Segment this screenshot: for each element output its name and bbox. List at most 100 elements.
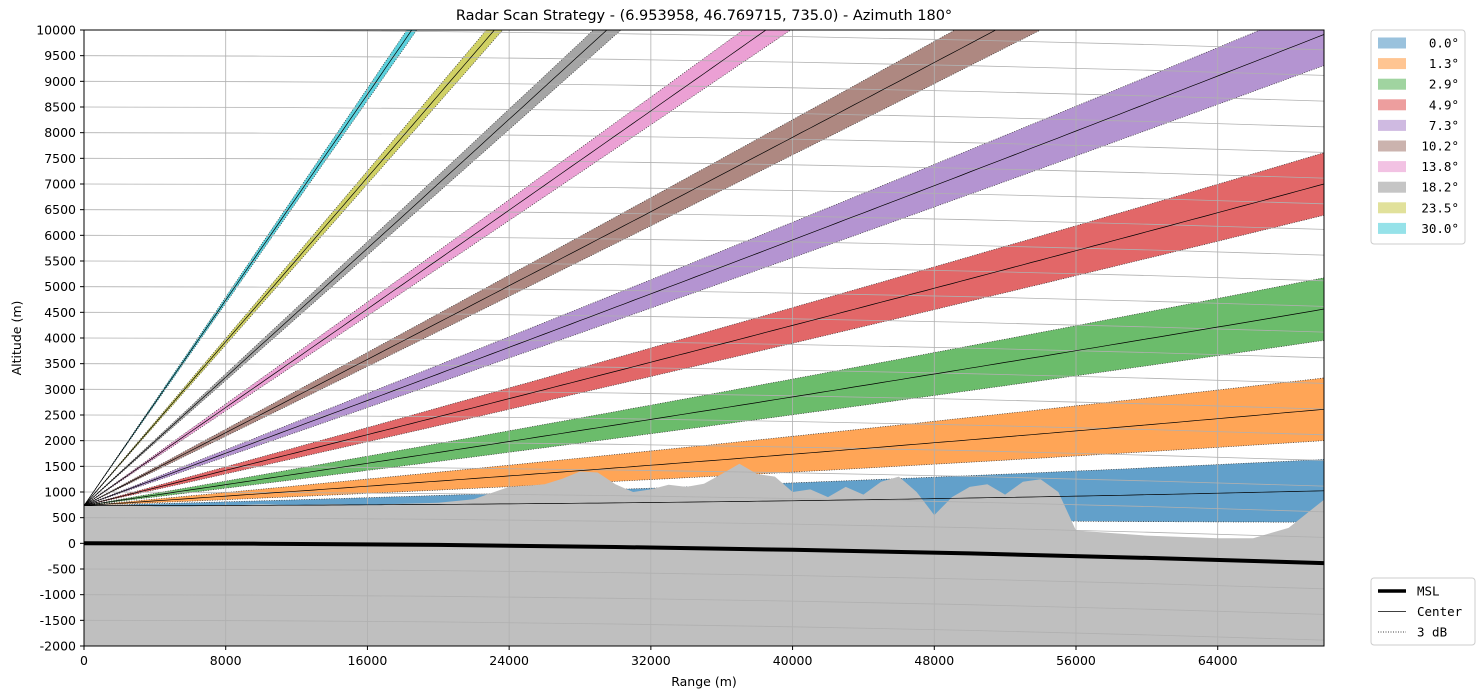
msl-line	[84, 541, 1324, 566]
legend-label-3: 4.9°	[1429, 97, 1459, 112]
grid-line-y-16	[84, 234, 1324, 256]
grid-line-y-0	[84, 645, 262, 646]
y-tick-label-23: 9500	[44, 48, 76, 63]
grid-line-y-7	[84, 465, 1324, 487]
style-legend-frame	[1370, 577, 1476, 646]
beam-center-2	[84, 308, 1324, 506]
style-legend-label-1: Center	[1417, 604, 1463, 619]
grid-line-y-2	[84, 594, 1324, 615]
legend-swatch-0	[1378, 37, 1406, 49]
legend-label-7: 18.2°	[1421, 180, 1459, 195]
beam-band-5	[84, 30, 1041, 506]
beam-edge-lower-7	[84, 30, 622, 506]
grid-line-y-23	[84, 55, 1324, 76]
beam-center-5	[84, 30, 997, 506]
grid-line-y-18	[84, 183, 1324, 205]
y-tick-label-21: 8500	[44, 100, 76, 115]
legend-swatch-3	[1378, 99, 1406, 111]
legend-swatch-5	[1378, 140, 1406, 152]
grid-line-y-1	[84, 619, 1324, 641]
y-tick-label-10: 3000	[44, 382, 76, 397]
grid-line-y-6	[84, 491, 1324, 513]
grid-line-y-22	[84, 80, 1324, 102]
legend-swatch-9	[1378, 222, 1406, 234]
beam-center-6	[84, 30, 767, 506]
beam-band-7	[84, 30, 621, 506]
terrain-area	[84, 463, 1324, 646]
elevation-legend: 0.0° 1.3° 2.9° 4.9° 7.3° 10.2° 13.8° 18.2° 23.5°…	[1370, 29, 1466, 245]
beam-edge-upper-9	[84, 30, 408, 506]
grid-line-y-20	[84, 132, 1324, 153]
grid-line-y-15	[84, 260, 1324, 282]
legend-swatch-8	[1378, 202, 1406, 214]
beam-center-3	[84, 183, 1324, 506]
x-tick-label-2: 16000	[348, 653, 388, 668]
y-tick-label-17: 6500	[44, 202, 76, 217]
legend-label-6: 13.8°	[1421, 159, 1459, 174]
y-axis-title: Altitude (m)	[9, 301, 24, 376]
y-tick-label-22: 9000	[44, 74, 76, 89]
y-axis: -2000 -1500 -1000 -500 0 500 1000 1500 2000 2500 3…	[36, 23, 84, 654]
y-tick-label-11: 3500	[44, 356, 76, 371]
legend-label-4: 7.3°	[1429, 118, 1459, 133]
y-tick-label-16: 6000	[44, 228, 76, 243]
grid-line-y-8	[84, 440, 1324, 461]
grid-line-y-9	[84, 414, 1324, 436]
legend-label-0: 0.0°	[1429, 36, 1459, 51]
legend-swatch-2	[1378, 78, 1406, 90]
beam-edge-lower-3	[84, 214, 1324, 506]
x-tick-label-8: 64000	[1198, 653, 1238, 668]
beam-band-4	[84, 30, 1324, 506]
chart-title: Radar Scan Strategy - (6.953958, 46.7697…	[456, 8, 952, 24]
legend-label-2: 2.9°	[1429, 77, 1459, 92]
y-tick-label-5: 500	[52, 510, 76, 525]
beam-center-7	[84, 30, 608, 506]
beam-center-8	[84, 30, 495, 506]
x-tick-label-6: 48000	[914, 653, 954, 668]
beam-center-1	[84, 408, 1324, 506]
y-tick-label-4: 0	[68, 536, 76, 551]
grid-line-y-3	[84, 568, 1324, 590]
plot-area	[84, 30, 1324, 646]
grid-line-y-17	[84, 209, 1324, 230]
y-tick-label-2: -1000	[40, 587, 76, 602]
grid-line-y-24	[84, 30, 1324, 51]
x-tick-label-0: 0	[80, 653, 88, 668]
beam-edge-upper-4	[84, 30, 1261, 506]
x-tick-label-3: 24000	[489, 653, 529, 668]
beam-band-9	[84, 30, 417, 506]
beam-edge-lower-8	[84, 30, 504, 506]
grid-line-y-12	[84, 337, 1324, 359]
legend-swatch-7	[1378, 181, 1406, 193]
y-tick-label-12: 4000	[44, 331, 76, 346]
legend-swatch-1	[1378, 58, 1406, 70]
y-tick-label-24: 10000	[36, 23, 76, 38]
y-tick-label-14: 5000	[44, 279, 76, 294]
y-tick-label-1: -1500	[40, 613, 76, 628]
grid-line-y-10	[84, 388, 1324, 410]
beam-edge-lower-2	[84, 340, 1324, 506]
y-tick-label-7: 1500	[44, 459, 76, 474]
x-tick-label-5: 40000	[773, 653, 813, 668]
x-tick-label-4: 32000	[631, 653, 671, 668]
terrain-layer	[84, 463, 1324, 646]
y-tick-label-18: 7000	[44, 177, 76, 192]
beam-edge-upper-2	[84, 277, 1324, 506]
legend-swatch-4	[1378, 119, 1406, 131]
style-legend-label-2: 3 dB	[1417, 625, 1447, 640]
y-tick-label-3: -500	[48, 562, 76, 577]
grid-line-y-11	[84, 363, 1324, 384]
legend-label-8: 23.5°	[1421, 200, 1459, 215]
beam-band-6	[84, 30, 791, 506]
msl-layer	[84, 541, 1324, 566]
y-tick-label-6: 1000	[44, 485, 76, 500]
x-axis-title: Range (m)	[671, 674, 737, 689]
grid-line-y-5	[84, 517, 1324, 538]
x-tick-label-1: 8000	[210, 653, 242, 668]
grid-line-y-13	[84, 311, 1324, 333]
legend-label-5: 10.2°	[1421, 139, 1459, 154]
elevation-legend-frame	[1370, 29, 1466, 245]
beam-edge-upper-5	[84, 30, 956, 506]
beam-center-9	[84, 30, 413, 506]
